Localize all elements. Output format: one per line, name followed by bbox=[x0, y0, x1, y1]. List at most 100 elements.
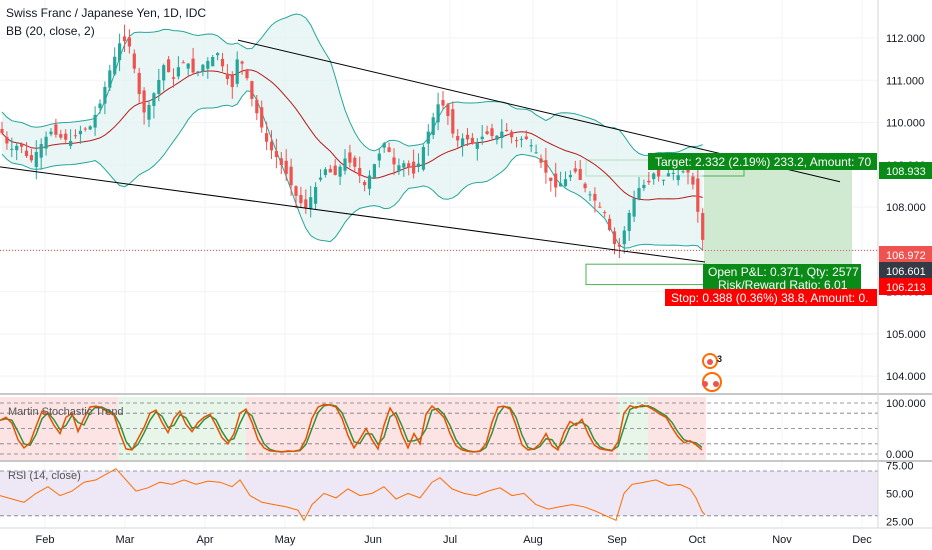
candle-body bbox=[480, 136, 484, 140]
candle-body bbox=[122, 36, 127, 42]
candle-body bbox=[637, 188, 641, 199]
candle-body bbox=[137, 72, 141, 95]
candle-body bbox=[348, 152, 352, 163]
target-zone[interactable] bbox=[704, 167, 852, 267]
bb-indicator-label[interactable]: BB (20, close, 2) bbox=[6, 24, 95, 38]
candle-body bbox=[622, 230, 626, 245]
candle-body bbox=[505, 129, 509, 132]
candle-body bbox=[260, 107, 264, 128]
candle-body bbox=[83, 128, 87, 130]
risk-reward-label: Risk/Reward Ratio: 6.01 bbox=[718, 278, 848, 292]
time-tick-label: Feb bbox=[36, 534, 55, 546]
candle-body bbox=[490, 128, 494, 137]
candle-body bbox=[412, 161, 416, 174]
event-count: 3 bbox=[717, 354, 722, 364]
target-label: Target: 2.332 (2.19%) 233.2, Amount: 70 bbox=[655, 155, 871, 169]
candle-body bbox=[436, 104, 440, 123]
rsi-pane[interactable] bbox=[0, 468, 878, 522]
earnings-dot-left-icon bbox=[702, 381, 708, 387]
candle-body bbox=[171, 77, 176, 79]
candle-body bbox=[661, 179, 666, 181]
candle-body bbox=[598, 206, 602, 208]
candle-body bbox=[10, 148, 14, 150]
candle-body bbox=[612, 231, 617, 245]
candle-body bbox=[225, 73, 229, 80]
candle-body bbox=[108, 70, 112, 88]
candle-body bbox=[524, 136, 528, 139]
candle-body bbox=[167, 59, 171, 73]
position-zones[interactable] bbox=[585, 159, 852, 286]
candle-body bbox=[24, 150, 29, 157]
candle-body bbox=[485, 131, 489, 135]
candle-body bbox=[118, 43, 122, 61]
candle-body bbox=[191, 58, 195, 73]
candle-body bbox=[235, 59, 239, 84]
candle-body bbox=[559, 183, 563, 187]
time-tick-label: Nov bbox=[772, 534, 792, 546]
earnings-dot-right-icon bbox=[713, 381, 719, 387]
channel-line-1[interactable] bbox=[0, 166, 706, 263]
stochastic-pane[interactable] bbox=[0, 397, 878, 460]
candle-body bbox=[402, 163, 406, 168]
time-axis[interactable]: Feb Mar Apr May Jun Jul Aug Sep Oct Nov Dec bbox=[36, 534, 873, 546]
candle-body bbox=[475, 142, 479, 149]
candle-body bbox=[392, 157, 396, 165]
price-tick-label: 110.000 bbox=[886, 118, 925, 130]
candle-body bbox=[0, 129, 4, 134]
candle-body bbox=[142, 90, 146, 113]
candle-body bbox=[299, 195, 303, 204]
stoch-d-line bbox=[0, 404, 703, 453]
candle-body bbox=[162, 65, 166, 81]
target-label-box[interactable] bbox=[648, 153, 877, 170]
rsi-tick-label: 25.00 bbox=[886, 516, 914, 528]
target-price-badge bbox=[879, 162, 932, 179]
candle-body bbox=[446, 104, 450, 116]
candle-body bbox=[64, 133, 68, 140]
candle-body bbox=[671, 172, 675, 174]
candle-body bbox=[113, 56, 117, 75]
time-tick-label: Jun bbox=[364, 534, 382, 546]
candle-body bbox=[186, 63, 190, 69]
candle-body bbox=[554, 173, 558, 188]
time-tick-label: Jul bbox=[443, 534, 457, 546]
candle-body bbox=[196, 71, 200, 73]
candle-body bbox=[103, 86, 107, 104]
entry-price-badge bbox=[879, 262, 932, 279]
candle-body bbox=[338, 166, 342, 177]
candle-body bbox=[563, 179, 568, 187]
candle-body bbox=[642, 184, 646, 189]
rsi-title: RSI (14, close) bbox=[8, 470, 81, 482]
candle-body bbox=[206, 60, 210, 69]
time-tick-label: Apr bbox=[196, 534, 213, 546]
candle-body bbox=[681, 171, 685, 173]
bb-basis-line bbox=[1, 69, 703, 201]
time-tick-label: May bbox=[275, 534, 296, 546]
candle-body bbox=[529, 145, 533, 147]
time-tick-label: Mar bbox=[116, 534, 135, 546]
candle-body bbox=[451, 109, 455, 134]
events-marker[interactable]: 3 bbox=[702, 353, 722, 392]
candle-body bbox=[73, 135, 78, 137]
candle-body bbox=[363, 181, 367, 186]
candle-body bbox=[519, 138, 523, 140]
candle-body bbox=[416, 163, 421, 167]
candle-body bbox=[304, 199, 308, 208]
position-labels[interactable]: Target: 2.332 (2.19%) 233.2, Amount: 70 … bbox=[648, 153, 877, 306]
candle-body bbox=[461, 138, 465, 146]
candle-body bbox=[255, 99, 259, 114]
entry-price-text: 106.601 bbox=[886, 266, 926, 278]
candle-body bbox=[44, 136, 48, 149]
candle-body bbox=[456, 136, 460, 141]
candle-body bbox=[603, 212, 607, 214]
candle-body bbox=[353, 157, 357, 167]
candle-body bbox=[407, 163, 411, 168]
candle-body bbox=[289, 166, 293, 186]
candle-body bbox=[230, 75, 234, 88]
candle-body bbox=[691, 176, 695, 185]
stop-label-box[interactable] bbox=[665, 289, 877, 306]
candle-body bbox=[652, 173, 656, 180]
time-tick-label: Sep bbox=[607, 534, 627, 546]
candle-body bbox=[544, 160, 548, 173]
chart-title[interactable]: Swiss Franc / Japanese Yen, 1D, IDC bbox=[6, 6, 206, 20]
